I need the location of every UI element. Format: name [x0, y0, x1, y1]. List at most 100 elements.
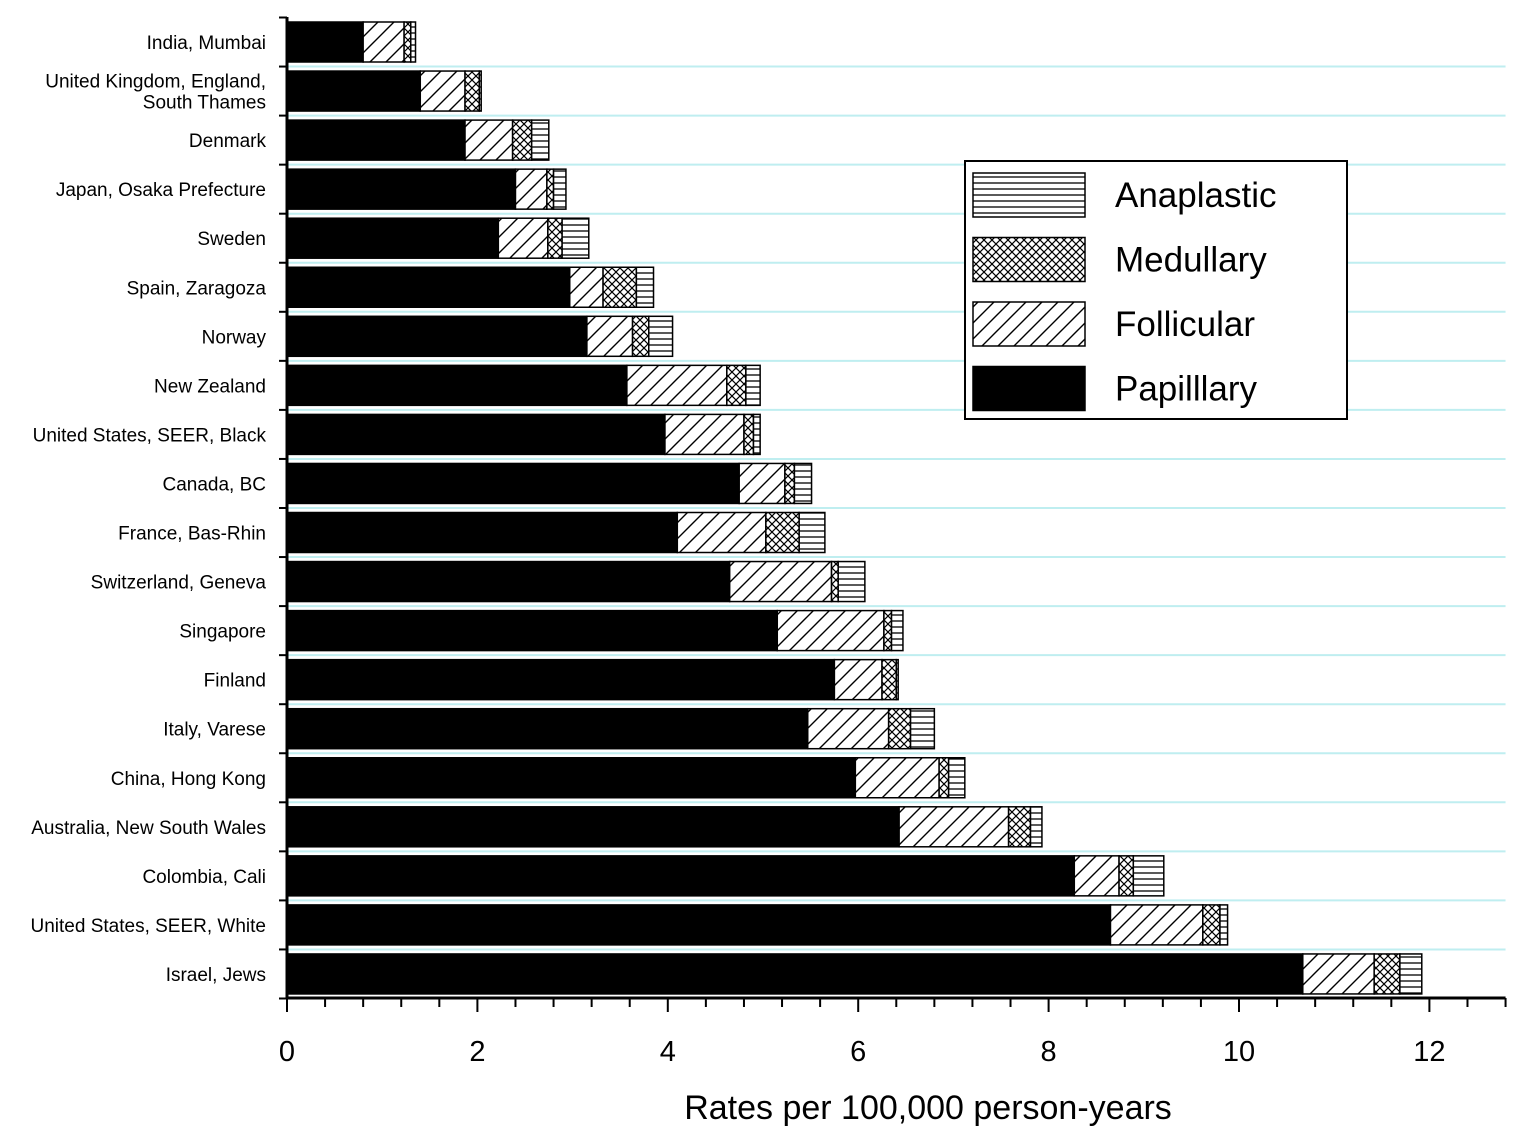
bar-medullary-2 [511, 119, 533, 161]
axes: 0 2 4 6 8 10 12 [279, 16, 1507, 1068]
bar-follicular-9 [738, 462, 786, 505]
legend-items: Anaplastic Medullary Follicular Papilllary [972, 172, 1276, 412]
legend: Anaplastic Medullary Follicular Papilllary [964, 160, 1348, 420]
bar-medullary-15 [938, 757, 950, 799]
bar-anaplastic-0 [410, 21, 417, 63]
bar-papilllary-13 [286, 658, 836, 701]
x-tick-label: 2 [469, 1036, 485, 1068]
bar-papilllary-15 [286, 757, 857, 799]
bar-papilllary-18 [286, 904, 1112, 946]
bar-anaplastic-7 [745, 364, 761, 407]
bar-anaplastic-5 [635, 266, 655, 308]
bar-medullary-16 [1007, 806, 1032, 848]
x-tick-label: 4 [660, 1036, 676, 1068]
bar-follicular-1 [419, 70, 466, 112]
bar-medullary-13 [881, 658, 898, 701]
category-labels: India, Mumbai United Kingdom, England,Sou… [31, 33, 267, 986]
bar-follicular-17 [1073, 855, 1120, 897]
category-label: Sweden [197, 229, 266, 250]
legend-swatch-anaplastic [972, 172, 1086, 218]
bar-follicular-12 [776, 609, 885, 652]
category-label: Switzerland, Geneva [91, 573, 267, 594]
bar-papilllary-12 [286, 609, 779, 652]
bar-medullary-11 [830, 560, 839, 603]
bar-follicular-10 [676, 511, 767, 554]
gridlines [287, 65, 1506, 951]
bar-follicular-8 [664, 413, 745, 456]
bars [286, 21, 1423, 995]
category-label: France, Bas-Rhin [118, 524, 266, 545]
bar-follicular-5 [568, 266, 604, 308]
bar-medullary-9 [784, 462, 796, 505]
bar-anaplastic-11 [837, 560, 866, 603]
bar-papilllary-9 [286, 462, 740, 505]
category-label: China, Hong Kong [111, 769, 266, 790]
category-label: Israel, Jews [166, 965, 266, 986]
bar-anaplastic-14 [909, 707, 936, 750]
bar-follicular-14 [806, 707, 890, 750]
category-label: United States, SEER, White [31, 916, 267, 937]
bar-anaplastic-9 [793, 462, 813, 505]
category-label: Colombia, Cali [142, 867, 266, 888]
bar-anaplastic-2 [530, 119, 550, 161]
bar-papilllary-6 [286, 315, 588, 358]
bar-anaplastic-12 [890, 609, 904, 652]
bar-follicular-18 [1109, 904, 1204, 946]
bar-papilllary-19 [286, 953, 1304, 995]
bar-anaplastic-1 [478, 70, 482, 112]
bar-medullary-12 [883, 609, 893, 652]
bar-anaplastic-10 [798, 511, 826, 554]
bar-medullary-3 [546, 168, 555, 210]
bar-follicular-15 [854, 757, 940, 799]
bar-papilllary-16 [286, 806, 900, 848]
category-label: Singapore [179, 622, 266, 643]
bar-anaplastic-3 [552, 168, 567, 210]
bar-anaplastic-4 [561, 217, 590, 259]
bar-papilllary-8 [286, 413, 666, 456]
category-label: Australia, New South Wales [31, 818, 266, 839]
bar-anaplastic-19 [1399, 953, 1423, 995]
bar-anaplastic-6 [648, 315, 674, 358]
category-label: New Zealand [154, 376, 266, 397]
bar-papilllary-10 [286, 511, 679, 554]
legend-swatch-papilllary [972, 365, 1086, 412]
bar-anaplastic-16 [1029, 806, 1043, 848]
bar-follicular-6 [586, 315, 634, 358]
bar-follicular-4 [497, 217, 549, 259]
x-tick-label: 10 [1223, 1036, 1255, 1068]
legend-swatch-medullary [972, 236, 1086, 283]
bar-papilllary-1 [286, 70, 422, 112]
bar-papilllary-7 [286, 364, 628, 407]
bar-anaplastic-13 [895, 658, 899, 701]
x-tick-label: 8 [1041, 1036, 1057, 1068]
bar-medullary-17 [1118, 855, 1135, 897]
bar-medullary-6 [631, 315, 650, 358]
bar-papilllary-2 [286, 119, 466, 161]
bar-medullary-8 [743, 413, 755, 456]
category-label: Spain, Zaragoza [127, 278, 267, 299]
bar-medullary-4 [547, 217, 563, 259]
category-label: Finland [204, 671, 266, 692]
legend-label-anaplastic: Anaplastic [1115, 176, 1276, 215]
bar-medullary-5 [602, 266, 638, 308]
x-axis-title: Rates per 100,000 person-years [684, 1089, 1172, 1127]
bar-medullary-10 [765, 511, 800, 554]
bar-papilllary-11 [286, 560, 731, 603]
bar-anaplastic-15 [947, 757, 966, 799]
category-label: South Thames [143, 93, 266, 114]
legend-swatch-follicular [972, 301, 1086, 347]
x-tick-label: 0 [279, 1036, 295, 1068]
bar-follicular-19 [1302, 953, 1375, 995]
category-label: Denmark [189, 131, 267, 152]
x-tick-label: 6 [850, 1036, 866, 1068]
bar-medullary-14 [887, 707, 912, 750]
category-label: Norway [202, 327, 267, 348]
legend-label-follicular: Follicular [1115, 305, 1255, 344]
bar-follicular-7 [626, 364, 728, 407]
bar-anaplastic-17 [1132, 855, 1165, 897]
bar-follicular-0 [362, 21, 405, 63]
category-label: United States, SEER, Black [33, 425, 267, 446]
bar-anaplastic-8 [752, 413, 761, 456]
category-label: United Kingdom, England, [45, 72, 266, 93]
